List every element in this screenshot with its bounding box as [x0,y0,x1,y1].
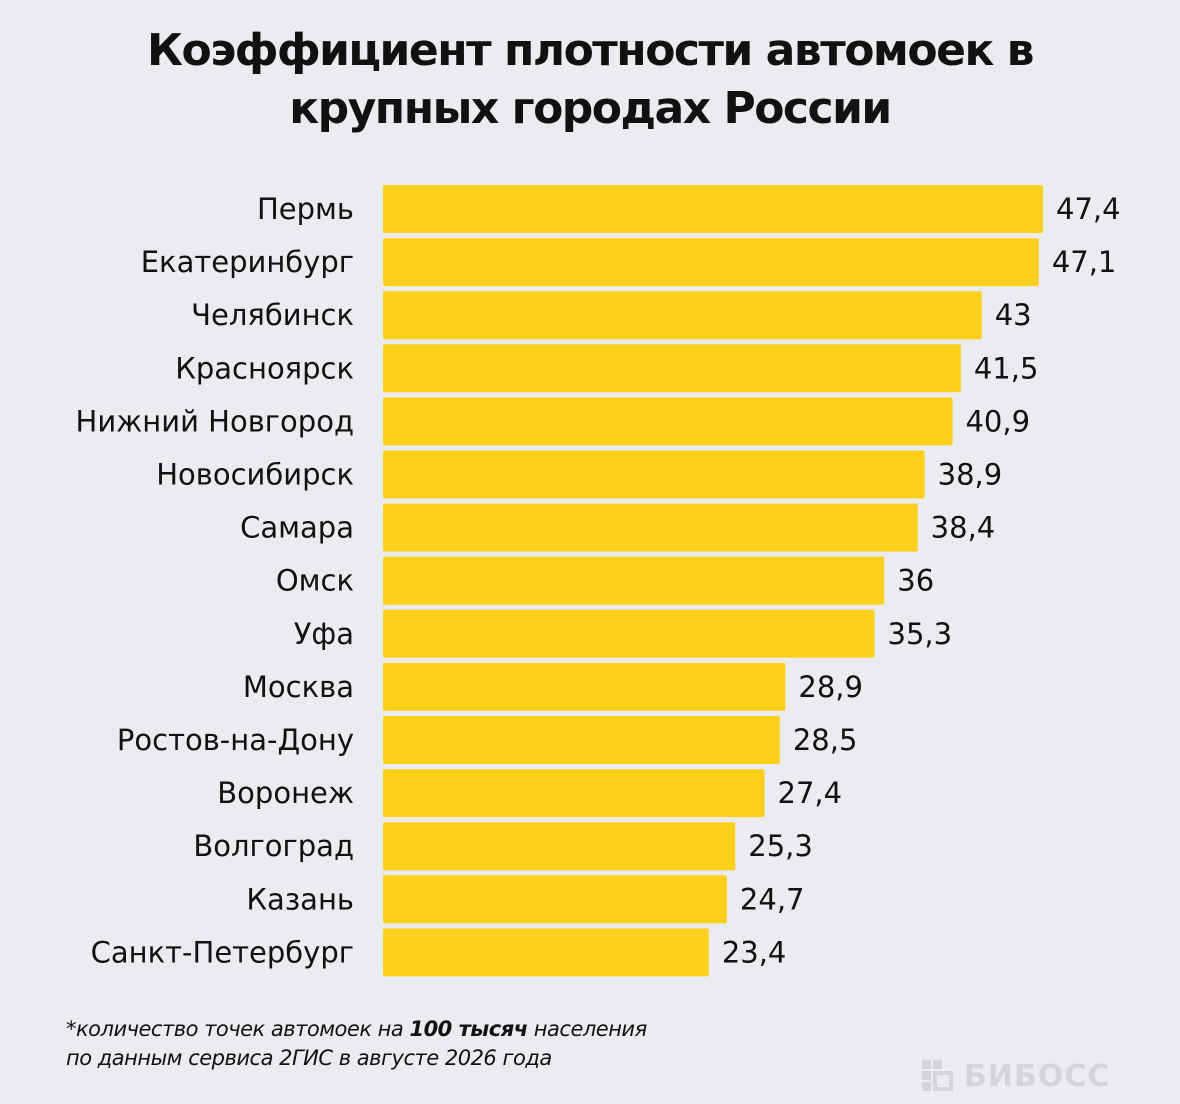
value-label: 27,4 [778,776,843,810]
value-label: 38,4 [931,511,996,545]
value-label: 36 [897,564,934,598]
bar [383,291,982,340]
bar [383,609,875,658]
category-label: Уфа [294,617,354,651]
footnote-emphasis: 100 тысяч [409,1017,528,1041]
value-label: 28,9 [798,670,863,704]
value-label: 47,1 [1052,245,1117,279]
bar [383,344,961,393]
bar [383,769,765,818]
category-label: Самара [240,511,354,545]
value-label: 47,4 [1056,192,1121,226]
category-label: Москва [243,670,354,704]
logo-text: БИБОСС [964,1058,1111,1094]
value-label: 40,9 [965,404,1030,438]
bar [383,185,1043,233]
brand-logo: БИБОСС [920,1058,1110,1094]
bar [383,716,780,764]
category-label: Екатеринбург [141,245,354,279]
category-label: Ростов-на-Дону [117,723,354,757]
bar [383,397,953,446]
bar-chart: Пермь 47,4 Екатеринбург 47,1 Челябинск 43 Крас… [76,185,1121,977]
category-label: Казань [246,882,354,916]
footnote-line-1-end: населения [527,1017,647,1041]
category-label: Челябинск [191,298,354,332]
value-label: 24,7 [740,882,805,916]
category-label: Новосибирск [156,458,354,492]
bar [383,662,786,711]
category-label: Омск [276,564,354,598]
bar [383,556,885,605]
value-label: 43 [995,298,1032,332]
category-label: Воронеж [217,776,354,810]
value-label: 41,5 [974,351,1039,385]
category-label: Красноярск [175,351,354,385]
footnote-line-1: *количество точек автомоек на 100 тысяч … [66,1015,647,1044]
footnote: *количество точек автомоек на 100 тысяч … [66,1015,647,1073]
category-label: Пермь [257,192,354,226]
bar [383,503,918,552]
category-label: Нижний Новгород [76,404,354,438]
category-label: Волгоград [193,829,354,863]
value-label: 25,3 [748,829,813,863]
bar [383,875,727,924]
bar [383,928,709,977]
category-label: Санкт-Петербург [91,935,354,969]
bar [383,822,736,871]
bar [383,450,925,499]
bibos-logo-icon [922,1060,953,1091]
value-label: 35,3 [888,617,953,651]
chart-title: Коэффициент плотности автомоек в крупных… [0,22,1180,138]
chart-title-line-1: Коэффициент плотности автомоек в [147,25,1034,76]
value-label: 38,9 [938,458,1003,492]
value-label: 23,4 [722,935,787,969]
bar [383,238,1039,287]
chart-title-line-2: крупных городах России [289,83,892,134]
value-label: 28,5 [793,723,858,757]
footnote-line-1-start: *количество точек автомоек на [66,1017,410,1041]
footnote-line-2: по данным сервиса 2ГИС в августе 2026 го… [66,1046,552,1070]
